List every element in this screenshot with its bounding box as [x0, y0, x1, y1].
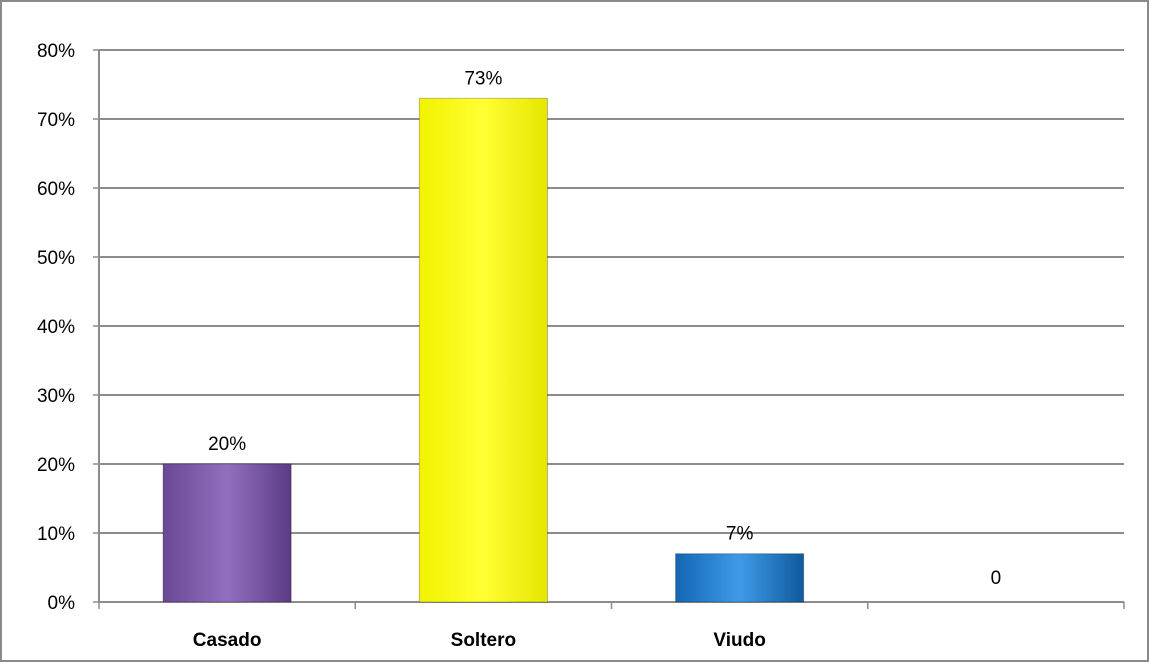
y-tick-label: 30%	[37, 386, 75, 407]
category-label: Soltero	[451, 630, 516, 651]
y-tick-label: 80%	[37, 41, 75, 62]
bars	[162, 97, 805, 603]
y-tick-label: 10%	[37, 524, 75, 545]
data-label: 73%	[464, 68, 502, 89]
y-tick-label: 60%	[37, 179, 75, 200]
y-tick-label: 20%	[37, 455, 75, 476]
data-label: 0	[991, 568, 1002, 589]
category-label: Viudo	[713, 630, 765, 651]
bar	[418, 97, 548, 603]
y-tick-label: 40%	[37, 317, 75, 338]
gridlines	[99, 49, 1124, 534]
data-label: 7%	[726, 524, 754, 545]
bar	[675, 553, 805, 603]
y-tick-label: 70%	[37, 110, 75, 131]
labels: 0% 10% 20% 30% 40% 50% 60% 70% 80% 20% Casado 73% So…	[37, 41, 1001, 651]
category-label: Casado	[193, 630, 262, 651]
data-label: 20%	[208, 434, 246, 455]
bar	[162, 463, 292, 603]
y-tick-label: 0%	[48, 593, 76, 614]
y-tick-label: 50%	[37, 248, 75, 269]
